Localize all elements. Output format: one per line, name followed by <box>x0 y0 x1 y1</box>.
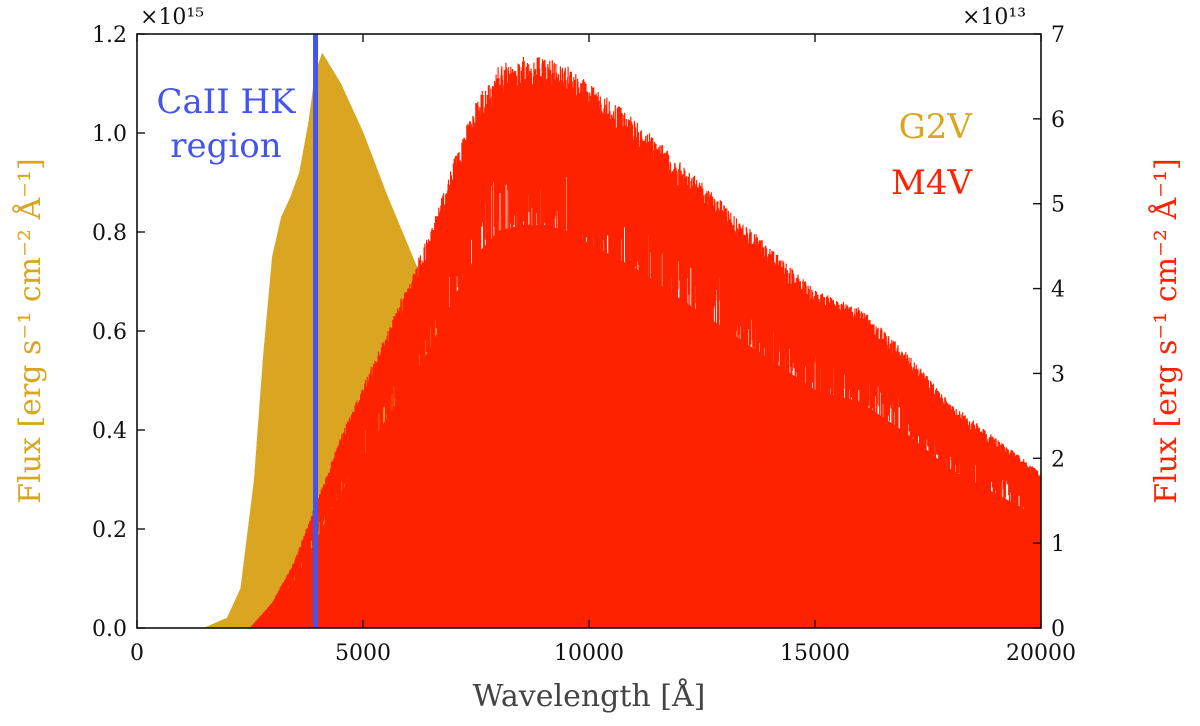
x-axis-title: Wavelength [Å] <box>473 678 706 714</box>
y-left-tick-label: 1.2 <box>92 23 127 48</box>
y-left-tick-label: 1.0 <box>92 122 127 147</box>
y-right-tick-label: 2 <box>1051 447 1065 472</box>
y-left-tick-label: 0.2 <box>92 518 127 543</box>
y-axis-title-right: Flux [erg s⁻¹ cm⁻² Å⁻¹] <box>1148 158 1184 503</box>
y-right-tick-label: 6 <box>1051 108 1065 133</box>
x-tick-label: 15000 <box>780 641 850 666</box>
x-tick-label: 0 <box>130 641 144 666</box>
series-layer <box>204 52 1042 629</box>
y-right-tick-label: 7 <box>1051 23 1065 48</box>
cahk-label-line-0: CaII HK <box>156 82 296 122</box>
y-axis-title-left: Flux [erg s⁻¹ cm⁻² Å⁻¹] <box>12 158 48 503</box>
x-tick-label: 5000 <box>335 641 391 666</box>
y-left-tick-label: 0.6 <box>92 320 127 345</box>
right-axis-multiplier: ×10¹³ <box>962 5 1026 30</box>
legend-m4v: M4V <box>891 163 973 203</box>
cahk-label-line-1: region <box>170 126 281 166</box>
x-tick-label: 20000 <box>1006 641 1076 666</box>
left-axis-multiplier: ×10¹⁵ <box>140 5 204 30</box>
y-left-tick-label: 0.4 <box>92 419 127 444</box>
y-right-tick-label: 4 <box>1051 278 1065 303</box>
y-left-tick-label: 0.8 <box>92 221 127 246</box>
ticks-layer: 0 5000 10000 15000 20000 0.0 0.2 0.4 0.6 0.8 1.0 1.… <box>92 23 1076 666</box>
legend-g2v: G2V <box>899 107 974 147</box>
y-left-tick-label: 0.0 <box>92 617 127 642</box>
series-m4v-lines <box>249 56 1042 628</box>
y-right-tick-label: 5 <box>1051 193 1065 218</box>
x-tick-label: 10000 <box>554 641 624 666</box>
y-right-tick-label: 0 <box>1051 617 1065 642</box>
y-right-tick-label: 1 <box>1051 532 1065 557</box>
y-right-tick-label: 3 <box>1051 362 1065 387</box>
